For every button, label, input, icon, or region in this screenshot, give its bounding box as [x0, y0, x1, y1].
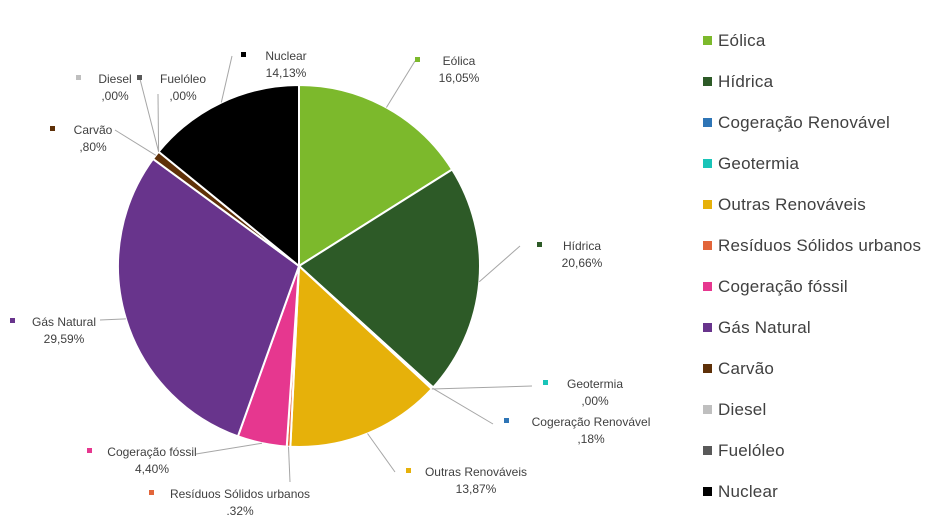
label-marker-fueloleo: [137, 75, 142, 80]
leader-lines: [99, 55, 533, 483]
pie-chart: Eólica 16,05% Hídrica 20,66% Cogeração Renov…: [10, 49, 650, 515]
legend-swatch: [703, 282, 712, 291]
legend-swatch: [703, 405, 712, 414]
legend-item-nuclear: Nuclear: [703, 471, 943, 512]
label-marker-cogeracao-renovavel: [504, 418, 509, 423]
legend-item-fueloleo: Fuelóleo: [703, 430, 943, 471]
legend-swatch: [703, 364, 712, 373]
legend-item-diesel: Diesel: [703, 389, 943, 430]
legend-label: Nuclear: [718, 481, 778, 501]
leader-line-hidrica: [478, 245, 521, 283]
leader-line-residuos-solidos-urbanos: [288, 446, 291, 483]
label-marker-gas-natural: [10, 318, 15, 323]
legend-item-residuos-solidos-urbanos: Resíduos Sólidos urbanos: [703, 225, 943, 266]
label-marker-residuos-solidos-urbanos: [149, 490, 154, 495]
legend-swatch: [703, 323, 712, 332]
legend-swatch: [703, 446, 712, 455]
data-label-name-hidrica: Hídrica: [563, 239, 601, 253]
data-label-value-cogeracao-renovavel: ,18%: [577, 432, 605, 446]
legend-label: Diesel: [718, 399, 767, 419]
label-marker-eolica: [415, 57, 420, 62]
legend-label: Outras Renováveis: [718, 194, 866, 214]
leader-line-cogeracao-fossil: [195, 442, 263, 455]
data-label-name-cogeracao-fossil: Cogeração fóssil: [107, 445, 196, 459]
legend-label: Hídrica: [718, 71, 774, 91]
legend-label: Carvão: [718, 358, 775, 378]
legend-item-cogeracao-renovavel: Cogeração Renovável: [703, 102, 943, 143]
leader-line-gas-natural: [99, 318, 126, 321]
leader-line-geotermia: [431, 385, 533, 390]
data-label-name-cogeracao-renovavel: Cogeração Renovável: [532, 415, 651, 429]
legend-item-eolica: Eólica: [703, 20, 943, 61]
legend-label: Cogeração Renovável: [718, 112, 891, 132]
slice-outras-renovaveis: [289, 263, 434, 448]
legend-item-cogeracao-fossil: Cogeração fóssil: [703, 266, 943, 307]
legend-item-outras-renovaveis: Outras Renováveis: [703, 184, 943, 225]
data-label-value-nuclear: 14,13%: [266, 66, 307, 80]
leader-line-cogeracao-renovavel: [432, 387, 494, 425]
data-label-name-gas-natural: Gás Natural: [32, 315, 96, 329]
label-marker-geotermia: [543, 380, 548, 385]
data-label-value-outras-renovaveis: 13,87%: [456, 482, 497, 496]
label-marker-outras-renovaveis: [406, 468, 411, 473]
leader-line-carvao: [114, 129, 157, 156]
data-label-value-diesel: ,00%: [101, 89, 129, 103]
legend-item-geotermia: Geotermia: [703, 143, 943, 184]
label-marker-hidrica: [537, 242, 542, 247]
legend-item-hidrica: Hídrica: [703, 61, 943, 102]
data-label-name-fueloleo: Fuelóleo: [160, 72, 206, 86]
legend-label: Resíduos Sólidos urbanos: [718, 235, 922, 255]
legend-swatch: [703, 77, 712, 86]
slice-eolica: [298, 83, 454, 268]
data-label-name-diesel: Diesel: [98, 72, 131, 86]
slice-nuclear: [157, 83, 300, 269]
legend-label: Cogeração fóssil: [718, 276, 848, 296]
legend-label: Fuelóleo: [718, 440, 785, 460]
legend-item-gas-natural: Gás Natural: [703, 307, 943, 348]
data-label-name-residuos-solidos-urbanos: Resíduos Sólidos urbanos: [170, 487, 310, 501]
data-label-name-nuclear: Nuclear: [265, 49, 306, 63]
data-label-value-residuos-solidos-urbanos: ,32%: [226, 504, 254, 515]
data-label-value-geotermia: ,00%: [581, 394, 609, 408]
label-marker-nuclear: [241, 52, 246, 57]
data-label-value-cogeracao-fossil: 4,40%: [135, 462, 169, 476]
legend-label: Gás Natural: [718, 317, 811, 337]
data-labels: Eólica 16,05% Hídrica 20,66% Cogeração Renov…: [10, 49, 650, 515]
data-label-value-carvao: ,80%: [79, 140, 107, 154]
data-label-name-outras-renovaveis: Outras Renováveis: [425, 465, 527, 479]
legend-item-carvao: Carvão: [703, 348, 943, 389]
label-marker-cogeracao-fossil: [87, 448, 92, 453]
legend-label: Eólica: [718, 30, 766, 50]
leader-line-nuclear: [220, 55, 233, 103]
legend: Eólica Hídrica Cogeração Renovável Geotermi…: [703, 20, 943, 512]
leader-line-eolica: [385, 60, 416, 108]
label-marker-diesel: [76, 75, 81, 80]
leader-line-fueloleo: [157, 93, 160, 152]
data-label-value-gas-natural: 29,59%: [44, 332, 85, 346]
legend-swatch: [703, 36, 712, 45]
data-label-value-hidrica: 20,66%: [562, 256, 603, 270]
leader-line-diesel: [139, 78, 160, 152]
data-label-value-fueloleo: ,00%: [169, 89, 197, 103]
legend-swatch: [703, 241, 712, 250]
legend-swatch: [703, 200, 712, 209]
pie-slices: [117, 83, 481, 448]
legend-swatch: [703, 118, 712, 127]
slice-hidrica: [297, 168, 481, 389]
data-label-name-carvao: Carvão: [74, 123, 113, 137]
legend-swatch: [703, 159, 712, 168]
data-label-value-eolica: 16,05%: [439, 71, 480, 85]
label-marker-carvao: [50, 126, 55, 131]
data-label-name-eolica: Eólica: [443, 54, 476, 68]
data-label-name-geotermia: Geotermia: [567, 377, 623, 391]
leader-line-outras-renovaveis: [367, 433, 396, 473]
slice-gas-natural: [117, 157, 301, 438]
legend-label: Geotermia: [718, 153, 800, 173]
legend-swatch: [703, 487, 712, 496]
